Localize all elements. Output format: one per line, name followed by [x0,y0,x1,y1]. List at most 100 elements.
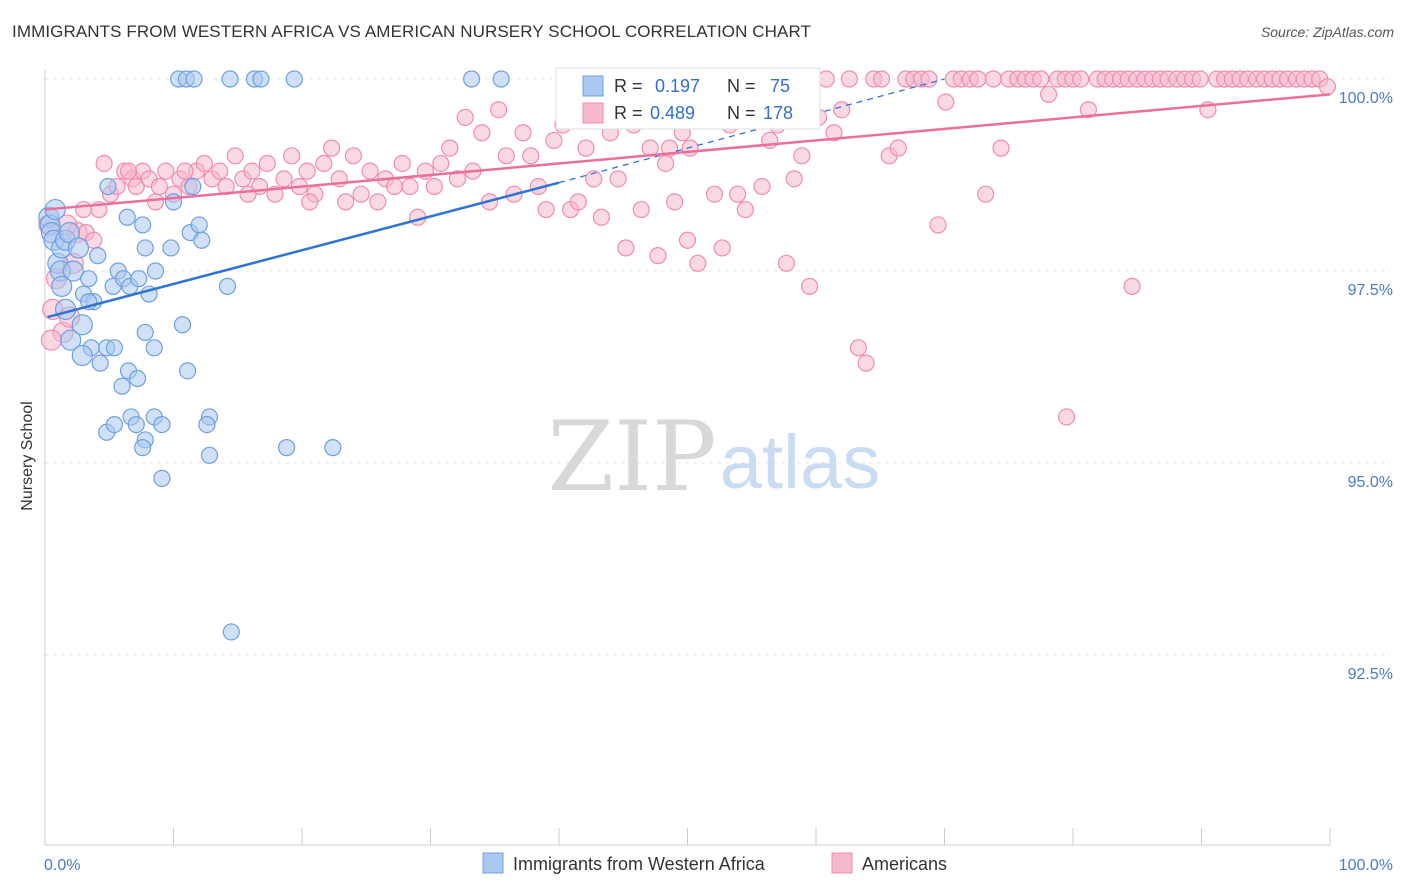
data-point [793,147,811,165]
data-point [130,270,148,288]
data-point [67,237,90,259]
legend-n-label-pink: N = [727,103,756,123]
data-point [153,469,171,487]
data-point [184,177,202,196]
data-point [609,170,627,188]
data-point [425,177,443,196]
legend-n-label-blue: N = [727,76,756,96]
data-point [889,139,907,157]
data-point [657,154,675,173]
data-point [401,177,419,196]
data-point [514,124,532,142]
data-point [190,216,208,234]
legend-n-value-pink: 178 [763,103,793,123]
y-tick-labels: 100.0% 97.5% 95.0% 92.5% [1339,90,1393,683]
data-point [198,416,216,434]
data-point [239,185,257,203]
data-point [185,70,203,88]
data-point [984,70,1002,88]
data-point [577,139,595,157]
data-point [337,193,355,211]
data-point [569,193,587,211]
series-immigrants-western-africa [38,70,510,641]
bottom-legend-swatch-blue [482,852,504,874]
y-tick-label: 97.5% [1348,282,1393,299]
watermark-zip: ZIP [547,401,716,513]
data-point [800,277,819,295]
legend-r-value-blue: 0.197 [655,76,700,96]
data-point [74,200,93,219]
watermark: ZIP atlas [547,401,880,513]
data-point [134,216,152,234]
data-point [226,147,244,165]
data-point [252,70,270,88]
data-point [592,208,611,226]
data-point [301,193,319,211]
data-point [71,344,93,367]
data-point [689,254,707,272]
data-point [977,185,995,203]
chart-title: IMMIGRANTS FROM WESTERN AFRICA VS AMERIC… [12,22,812,41]
data-point [118,208,136,226]
data-point [80,270,98,288]
data-point [920,70,938,88]
data-point [193,231,211,249]
data-point [585,170,603,188]
data-point [211,162,229,180]
data-point [105,416,123,434]
legend-swatch-pink [582,102,604,124]
data-point [929,216,947,234]
data-point [322,139,341,157]
data-point [969,70,987,88]
data-point [937,93,955,111]
data-point [393,154,411,173]
data-point [1123,277,1141,295]
data-point [456,108,474,127]
data-point [678,231,697,249]
data-point [243,162,261,180]
data-point [736,200,754,219]
data-point [1191,70,1209,88]
data-point [1318,78,1337,96]
y-tick-label: 92.5% [1348,666,1393,683]
data-point [833,101,851,119]
trend-lines [44,78,1331,319]
y-tick-label: 95.0% [1348,474,1393,491]
data-point [537,200,555,219]
data-point [176,162,194,180]
data-point [463,70,481,88]
data-point [95,154,113,173]
data-point [344,147,362,165]
data-point [62,260,84,282]
data-point [681,139,699,157]
watermark-atlas: atlas [720,420,881,505]
data-point [298,162,316,180]
data-point [1072,70,1090,88]
data-point [1057,408,1076,426]
data-point [136,323,154,342]
data-point [448,170,467,188]
source-label: Source: ZipAtlas.com [1260,24,1394,40]
data-point [258,154,276,173]
data-point [1079,101,1098,119]
data-point [146,193,165,211]
data-point [127,177,145,196]
data-point [817,70,835,88]
data-point [840,70,859,88]
data-point [127,416,145,434]
data-point [99,177,117,196]
data-point [164,193,183,211]
data-point [1032,70,1050,88]
bottom-legend-swatch-pink [831,852,853,874]
data-point [872,70,891,88]
data-point [432,154,450,173]
data-point [195,154,213,173]
data-point [632,200,650,219]
legend-r-label-pink: R = [614,103,643,123]
series-legend: Immigrants from Western Africa Americans [482,852,947,874]
data-point [492,70,510,88]
data-point [136,239,154,257]
x-tick-labels: 0.0% 100.0% [44,857,1393,874]
data-point [473,124,491,142]
